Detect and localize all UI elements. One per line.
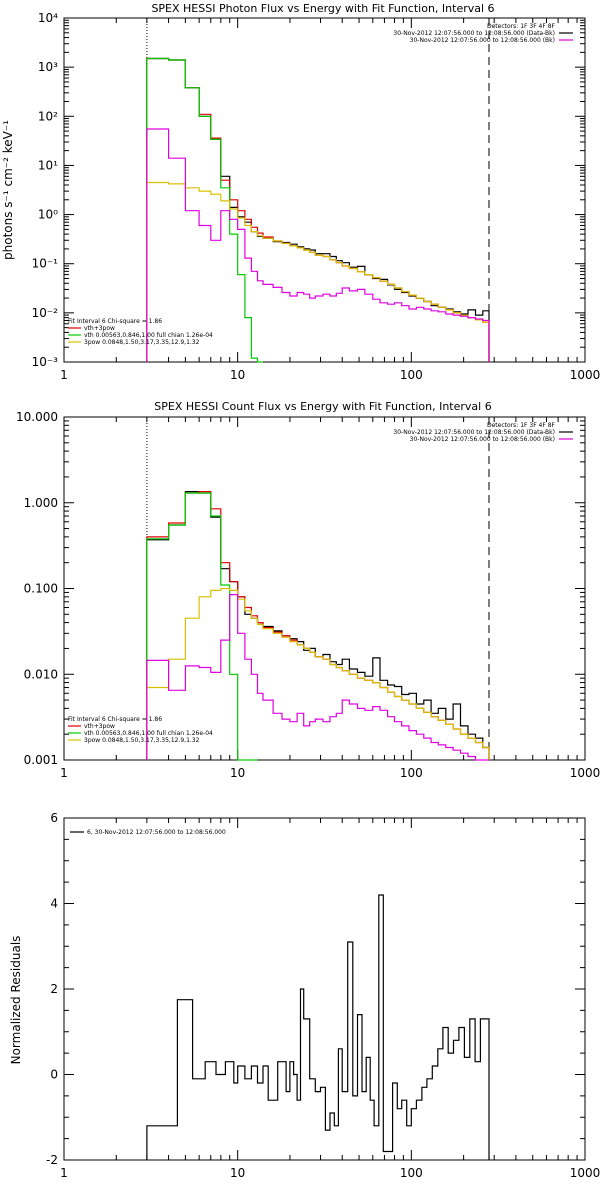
plot-frame	[63, 817, 586, 1161]
y-tick-label: 0.001	[24, 753, 58, 767]
y-tick-label: 10⁻¹	[32, 257, 59, 271]
photon-flux-ylabel: photons s⁻¹ cm⁻² keV⁻¹	[1, 120, 15, 260]
legend-entry: vth 0.00563,0.846,1.00 full chian 1.26e-…	[84, 730, 213, 737]
y-tick-label: 10.000	[16, 410, 58, 424]
count-flux-title: SPEX HESSI Count Flux vs Energy with Fit…	[154, 400, 491, 413]
residuals-ylabel: Normalized Residuals	[9, 936, 23, 1065]
legend-entry: Fit Interval 6 Chi-square = 1.86	[68, 716, 162, 723]
series-line-4	[146, 128, 490, 362]
photon-flux-axes: 1 10 100 1000 10⁻³ 10⁻² 10⁻¹ 10⁰ 10¹ 10² 10³ 10⁴	[32, 11, 600, 382]
legend-entry: 3pow 0.0848,1.50,3.17,3.35,12.9,1.32	[84, 339, 200, 346]
y-tick-label: 10⁰	[38, 208, 58, 222]
y-tick-label: 10⁻³	[32, 355, 59, 369]
y-tick-label: 4	[50, 897, 58, 911]
x-tick-label: 1000	[570, 766, 600, 780]
x-tick-label: 1000	[570, 1166, 600, 1180]
legend-entry: vth+3pow	[84, 723, 115, 730]
y-tick-label: 10⁴	[38, 11, 58, 25]
y-tick-label: 2	[50, 982, 58, 996]
count-flux-series	[146, 491, 490, 761]
y-tick-label: 6	[50, 811, 58, 825]
y-tick-label: -2	[46, 1153, 58, 1167]
residuals-series	[146, 894, 490, 1160]
photon-flux-legend-bottom-left: Fit Interval 6 Chi-square = 1.86vth+3pow…	[68, 318, 213, 346]
series-line-0	[146, 491, 490, 760]
legend-entry: Fit Interval 6 Chi-square = 1.86	[68, 318, 162, 325]
legend-entry: Detectors: 1F 3F 4F 8F	[487, 23, 556, 30]
x-tick-label: 10	[230, 1166, 245, 1180]
series-line-2	[146, 57, 263, 363]
legend-entry: Detectors: 1F 3F 4F 8F	[487, 422, 556, 429]
series-line-0	[146, 894, 490, 1160]
legend-entry: vth 0.00563,0.846,1.00 full chian 1.26e-…	[84, 332, 213, 339]
legend-entry: 30-Nov-2012 12:07:56.000 to 12:08:56.000…	[393, 429, 555, 436]
y-tick-label: 0	[50, 1068, 58, 1082]
plot-frame	[63, 416, 586, 761]
x-tick-label: 100	[400, 1166, 423, 1180]
y-tick-label: 10¹	[38, 158, 58, 172]
y-tick-label: 1.000	[24, 496, 58, 510]
legend-entry: 3pow 0.0848,1.50,3.17,3.35,12.9,1.32	[84, 737, 200, 744]
y-tick-label: 0.100	[24, 582, 58, 596]
x-tick-label: 10	[230, 766, 245, 780]
y-tick-label: 10⁻²	[32, 306, 59, 320]
x-tick-label: 1	[60, 1166, 68, 1180]
residuals-legend: 6, 30-Nov-2012 12:07:56.000 to 12:08:56.…	[70, 829, 226, 836]
legend-entry: 30-Nov-2012 12:07:56.000 to 12:08:56.000…	[393, 30, 555, 37]
x-tick-label: 1000	[570, 368, 600, 382]
legend-entry: vth+3pow	[84, 325, 115, 332]
series-line-3	[146, 587, 490, 760]
legend-entry: 30-Nov-2012 12:07:56.000 to 12:08:56.000…	[410, 436, 555, 443]
legend-entry: 6, 30-Nov-2012 12:07:56.000 to 12:08:56.…	[87, 829, 226, 836]
count-flux-panel: SPEX HESSI Count Flux vs Energy with Fit…	[16, 400, 600, 780]
legend-entry: 30-Nov-2012 12:07:56.000 to 12:08:56.000…	[410, 37, 555, 44]
photon-flux-series	[146, 57, 490, 363]
photon-flux-title: SPEX HESSI Photon Flux vs Energy with Fi…	[151, 2, 494, 15]
series-line-2	[146, 492, 258, 761]
plot-frame	[63, 17, 586, 363]
x-tick-label: 1	[60, 368, 68, 382]
y-tick-label: 10³	[38, 60, 58, 74]
y-tick-label: 10²	[38, 109, 58, 123]
series-line-3	[146, 181, 490, 362]
residuals-panel: Normalized Residuals 1 10 100 1000 -2 0 2 4 6 6,…	[9, 811, 600, 1180]
series-line-4	[146, 594, 489, 761]
photon-flux-panel: SPEX HESSI Photon Flux vs Energy with Fi…	[1, 2, 600, 382]
x-tick-label: 100	[400, 368, 423, 382]
y-tick-label: 0.010	[24, 667, 58, 681]
count-flux-legend-bottom-left: Fit Interval 6 Chi-square = 1.86vth+3pow…	[68, 716, 213, 744]
x-tick-label: 100	[400, 766, 423, 780]
x-tick-label: 10	[230, 368, 245, 382]
series-line-1	[146, 491, 490, 760]
x-tick-label: 1	[60, 766, 68, 780]
residuals-axes: 1 10 100 1000 -2 0 2 4 6	[46, 811, 600, 1180]
